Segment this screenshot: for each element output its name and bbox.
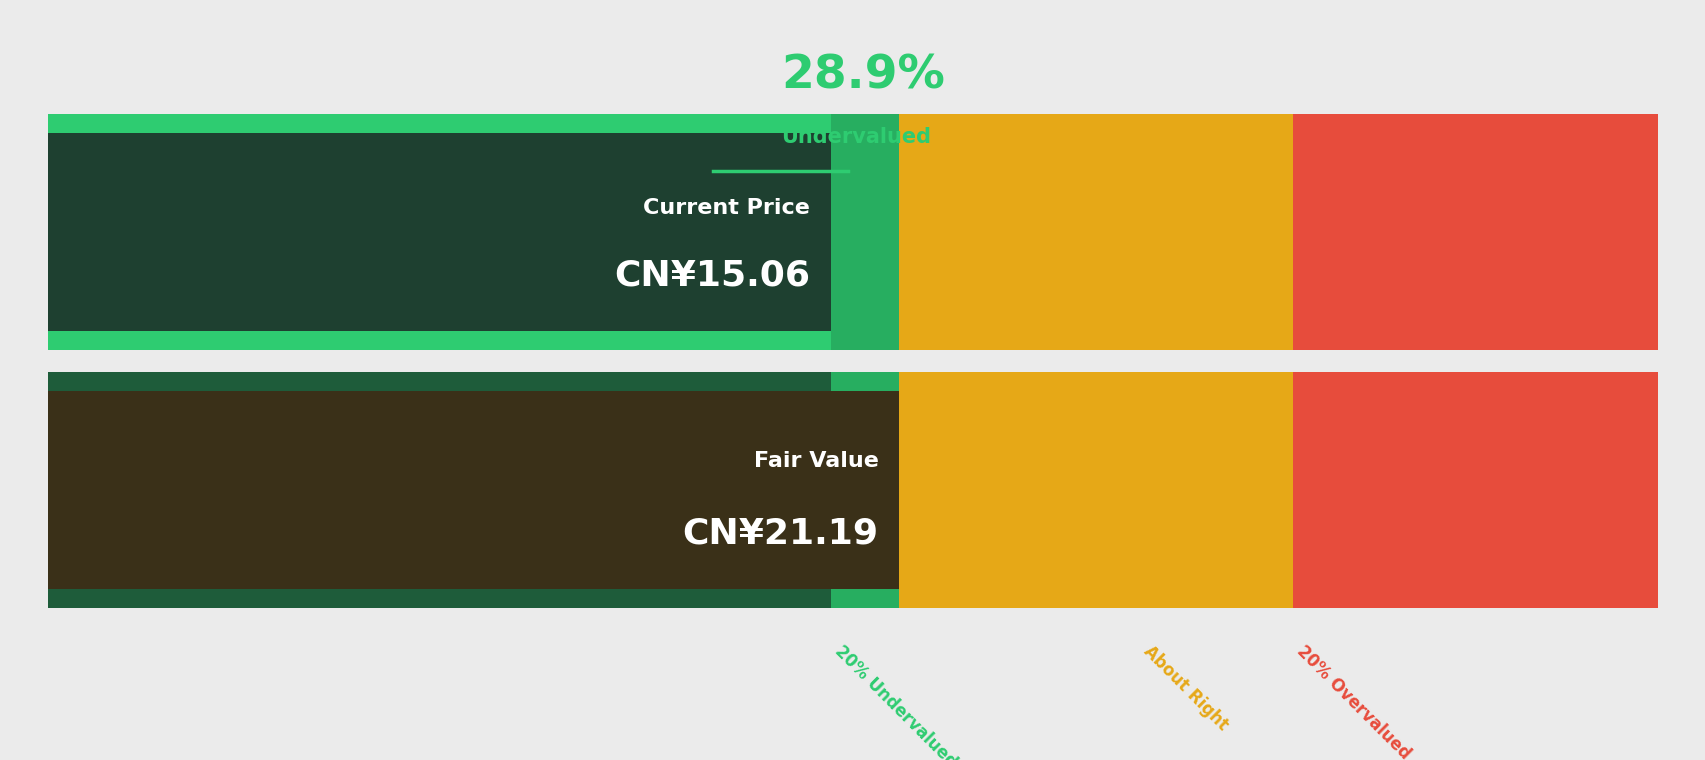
Bar xyxy=(830,114,899,350)
Text: 20% Overvalued: 20% Overvalued xyxy=(1292,642,1413,760)
Bar xyxy=(1139,372,1292,608)
Bar xyxy=(48,114,830,350)
Text: Current Price: Current Price xyxy=(643,198,810,218)
Bar xyxy=(830,372,899,608)
Text: CN¥21.19: CN¥21.19 xyxy=(682,517,878,551)
Text: Undervalued: Undervalued xyxy=(781,127,931,147)
Text: 28.9%: 28.9% xyxy=(781,53,945,99)
Bar xyxy=(1292,114,1657,350)
Bar xyxy=(899,372,1139,608)
Text: About Right: About Right xyxy=(1139,642,1231,734)
Bar xyxy=(899,114,1139,350)
Bar xyxy=(1139,114,1292,350)
Bar xyxy=(48,391,899,589)
Text: CN¥15.06: CN¥15.06 xyxy=(614,258,810,293)
Bar xyxy=(48,372,830,608)
Bar xyxy=(48,133,830,331)
Text: 20% Undervalued: 20% Undervalued xyxy=(830,642,960,760)
Bar xyxy=(1292,372,1657,608)
Text: Fair Value: Fair Value xyxy=(754,451,878,470)
